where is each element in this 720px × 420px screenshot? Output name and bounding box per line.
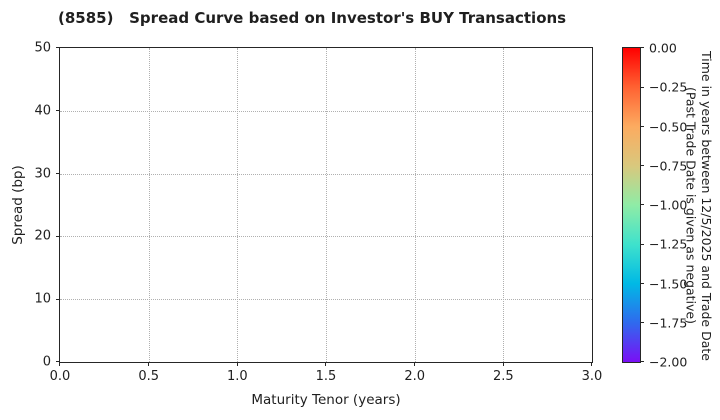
colorbar-tick-label: 0.00 xyxy=(649,40,677,56)
colorbar-tick-label: −2.00 xyxy=(649,354,688,370)
x-axis-label: Maturity Tenor (years) xyxy=(251,392,401,408)
colorbar-tick-mark xyxy=(640,86,644,88)
x-gridline xyxy=(148,48,150,362)
y-tick-label: 0 xyxy=(42,354,51,370)
y-gridline xyxy=(60,299,592,301)
colorbar-tick-label: −1.50 xyxy=(649,276,688,291)
x-tick-label: 3.0 xyxy=(581,369,603,384)
colorbar-tick-mark xyxy=(640,322,644,324)
x-tick-label: 1.5 xyxy=(315,369,337,384)
colorbar-tick-label: −1.75 xyxy=(649,315,688,331)
y-gridline xyxy=(60,236,592,238)
y-tick-label: 10 xyxy=(34,291,51,307)
colorbar-tick-mark xyxy=(640,282,644,284)
y-tick-label: 30 xyxy=(34,166,51,182)
x-gridline xyxy=(237,48,239,362)
x-tick-label: 2.5 xyxy=(492,369,514,384)
y-tick-label: 50 xyxy=(34,40,51,56)
x-tick-label: 0.0 xyxy=(49,369,71,384)
x-tick-mark xyxy=(502,362,504,366)
x-tick-label: 0.5 xyxy=(138,369,159,384)
colorbar-tick-mark xyxy=(640,125,644,127)
colorbar-tick-label: −0.25 xyxy=(649,79,688,95)
x-gridline xyxy=(414,48,416,362)
plot-area: 0.0 0.5 1.0 1.5 2.0 2.5 3.0 0 10 20 30 40 50 xyxy=(34,41,602,385)
y-tick-mark xyxy=(56,110,60,112)
colorbar-tick-mark xyxy=(640,47,644,49)
y-tick-mark xyxy=(56,298,60,300)
x-gridline xyxy=(326,48,327,362)
y-tick-mark xyxy=(56,361,60,363)
x-gridline xyxy=(503,48,505,362)
y-tick-label: 40 xyxy=(34,103,51,119)
y-tick-mark xyxy=(56,173,60,174)
y-tick-label: 20 xyxy=(34,228,51,244)
y-axis-label: Spread (bp) xyxy=(10,165,26,245)
colorbar-tick-mark xyxy=(640,243,644,245)
colorbar-tick-label: −1.25 xyxy=(649,236,688,252)
x-tick-mark xyxy=(325,362,327,366)
colorbar-tick-label: −0.50 xyxy=(649,119,688,134)
x-tick-label: 1.0 xyxy=(226,369,248,384)
y-gridline xyxy=(60,173,592,175)
colorbar-tick-label: −1.00 xyxy=(649,197,688,213)
colorbar-label-line1: Time in years between 12/5/2025 and Trad… xyxy=(699,51,714,361)
colorbar-tick-mark xyxy=(640,204,644,206)
y-gridline xyxy=(60,110,592,112)
x-tick-mark xyxy=(59,362,61,366)
colorbar-tick-mark xyxy=(640,165,644,167)
colorbar-axis-label: Time in years between 12/5/2025 and Trad… xyxy=(683,51,715,361)
x-tick-label: 2.0 xyxy=(404,369,425,384)
y-tick-mark xyxy=(56,235,60,237)
colorbar: 0.00 −0.25 −0.50 −0.75 −1.00 −1.25 −1.50 −1.75 −… xyxy=(622,41,687,370)
x-tick-mark xyxy=(591,362,593,366)
chart-title: (8585) Spread Curve based on Investor's … xyxy=(58,9,567,27)
y-tick-mark xyxy=(56,47,60,49)
x-tick-mark xyxy=(236,362,238,366)
x-tick-mark xyxy=(414,362,416,366)
x-tick-mark xyxy=(148,362,150,366)
colorbar-tick-label: −0.75 xyxy=(649,158,688,174)
colorbar-tick-mark xyxy=(640,361,644,363)
colorbar-label-line2: (Past Trade Date is given as negative) xyxy=(683,87,699,325)
